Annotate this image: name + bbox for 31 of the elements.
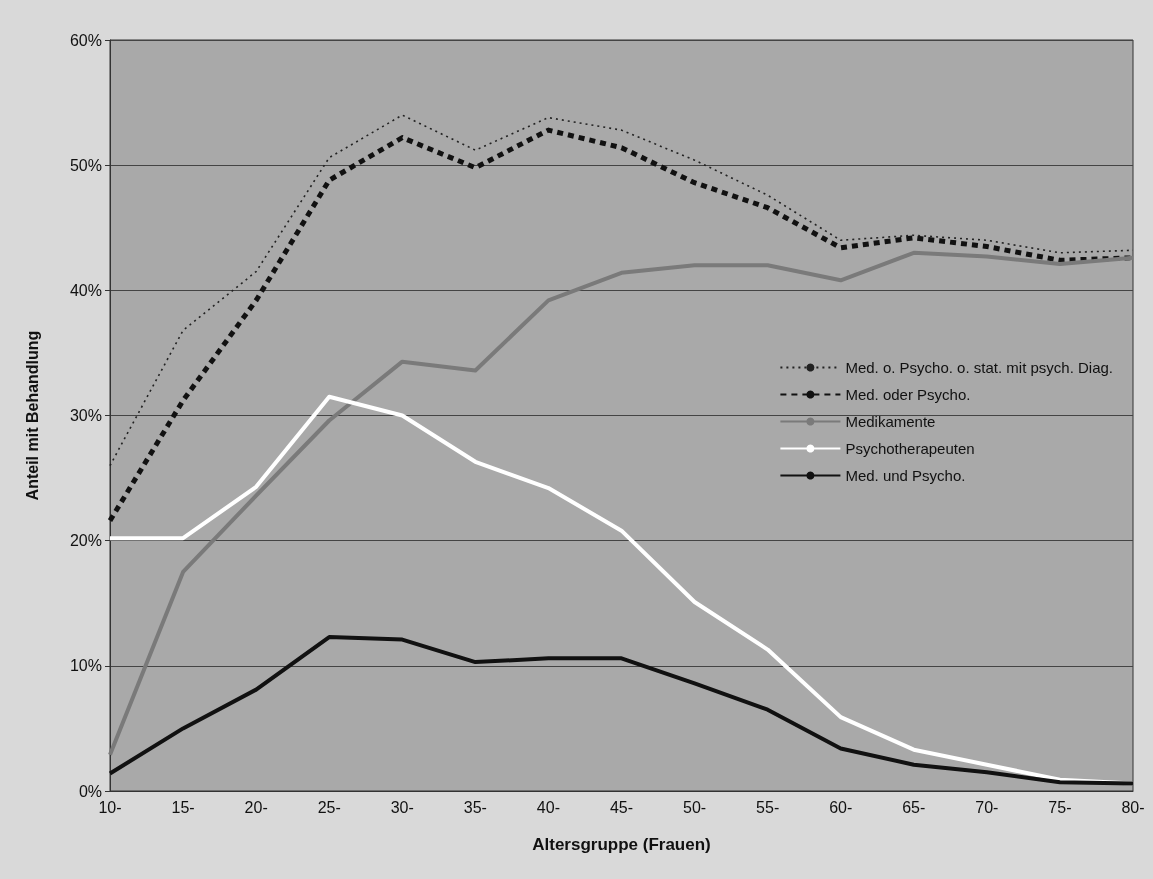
y-tick-label: 20% bbox=[69, 532, 102, 550]
y-tick-label: 60% bbox=[69, 31, 102, 49]
x-tick-label: 20- bbox=[244, 798, 268, 816]
x-tick-label: 50- bbox=[683, 798, 707, 816]
x-tick-label: 10- bbox=[98, 798, 122, 816]
x-tick-label: 65- bbox=[902, 798, 926, 816]
legend-label: Med. oder Psycho. bbox=[845, 386, 971, 403]
legend-label: Medikamente bbox=[845, 413, 936, 430]
x-tick-label: 30- bbox=[390, 798, 414, 816]
line-series bbox=[108, 635, 1135, 786]
y-tick-label: 50% bbox=[69, 156, 102, 174]
x-tick-label: 80- bbox=[1121, 798, 1145, 816]
x-tick-label: 35- bbox=[463, 798, 487, 816]
x-tick-label: 45- bbox=[609, 798, 634, 816]
x-tick-label: 60- bbox=[829, 798, 853, 816]
legend-label: Med. und Psycho. bbox=[845, 467, 966, 484]
line-series bbox=[108, 250, 1135, 757]
x-tick-label: 25- bbox=[317, 798, 341, 816]
x-tick-label: 15- bbox=[171, 798, 195, 816]
legend-label: Psychotherapeuten bbox=[845, 440, 975, 457]
x-tick-label: 55- bbox=[756, 798, 780, 816]
x-tick-label: 40- bbox=[536, 798, 560, 816]
y-axis-title: Anteil mit Behandlung bbox=[23, 330, 41, 501]
y-tick-label: 0% bbox=[78, 782, 102, 800]
y-tick-label: 30% bbox=[69, 407, 102, 424]
legend-label: Med. o. Psycho. o. stat. mit psych. Diag. bbox=[845, 359, 1113, 376]
y-tick-label: 40% bbox=[69, 281, 102, 299]
y-tick-label: 10% bbox=[69, 657, 102, 675]
x-tick-label: 75- bbox=[1048, 798, 1072, 816]
x-axis-title: Altersgruppe (Frauen) bbox=[532, 835, 711, 854]
x-tick-label: 70- bbox=[975, 798, 999, 816]
